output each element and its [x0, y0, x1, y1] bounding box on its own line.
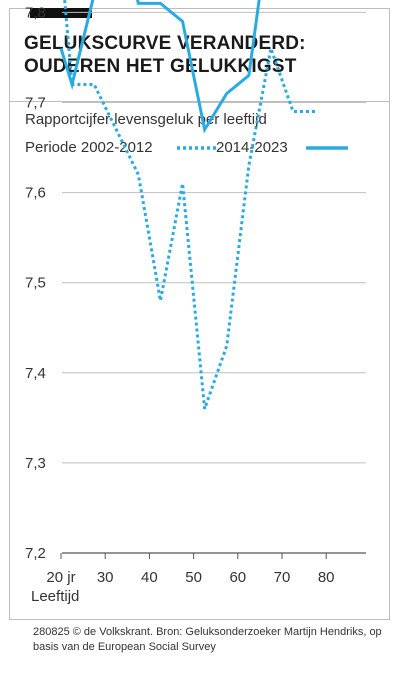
- legend-label-period-1: Periode 2002-2012: [25, 139, 153, 156]
- series-line-2002-2012: [63, 0, 316, 410]
- y-tick-label: 7,2: [25, 545, 46, 562]
- series-lines: [59, 0, 316, 410]
- y-tick-label: 7,3: [25, 455, 46, 472]
- x-axis-ticks: 20 jr 30 40 50 60 70 80: [46, 553, 335, 586]
- y-tick-label: 7,5: [25, 275, 46, 292]
- title-line-2: ouderen het gelukkigst: [24, 56, 297, 77]
- x-tick-label: 20 jr: [46, 569, 75, 586]
- x-tick-label: 60: [229, 569, 246, 586]
- y-axis-ticks: 7,27,37,47,57,67,77,87,98,0: [25, 4, 46, 562]
- y-tick-label: 7,8: [25, 4, 46, 21]
- y-tick-label: 7,6: [25, 185, 46, 202]
- chart-subtitle: Rapportcijfer levensgeluk per leeftijd: [25, 111, 267, 128]
- source-note: 280825 © de Volkskrant. Bron: Geluksonde…: [33, 626, 382, 653]
- series-line-2014-2023: [59, 0, 261, 134]
- x-axis-label: Leeftijd: [31, 588, 80, 605]
- legend-swatch-dotted: [177, 146, 219, 150]
- top-accent-bar: [30, 8, 92, 18]
- y-tick-label: 7,7: [25, 95, 46, 112]
- grid: [62, 11, 366, 554]
- page-title: Gelukscurve veranderd: ouderen het geluk…: [24, 32, 364, 78]
- x-tick-label: 30: [97, 569, 114, 586]
- x-tick-label: 50: [185, 569, 202, 586]
- x-tick-label: 70: [274, 569, 291, 586]
- x-tick-label: 80: [318, 569, 335, 586]
- y-tick-label: 7,4: [25, 365, 46, 382]
- x-tick-label: 40: [141, 569, 158, 586]
- line-chart: 7,27,37,47,57,67,77,87,98,0 20 jr3040506…: [25, 0, 366, 586]
- legend-label-period-2: 2014-2023: [216, 139, 288, 156]
- legend-swatch-solid: [306, 146, 348, 150]
- title-line-1: Gelukscurve veranderd:: [24, 33, 306, 54]
